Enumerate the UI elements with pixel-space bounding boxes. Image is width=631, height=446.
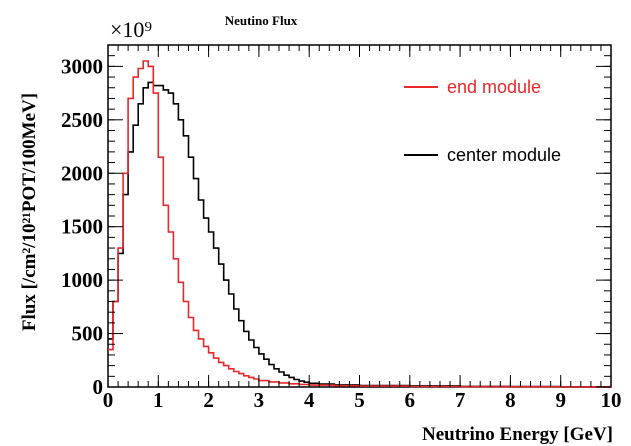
y-tick-label: 3000 — [61, 54, 103, 78]
y-tick-label: 500 — [72, 322, 104, 346]
y-tick-label: 2500 — [61, 108, 103, 132]
x-tick-label: 2 — [203, 388, 214, 412]
x-tick-label: 10 — [601, 388, 622, 412]
x-tick-label: 9 — [555, 388, 566, 412]
x-tick-label: 3 — [254, 388, 265, 412]
plot-title: Neutino Flux — [225, 13, 298, 28]
x-tick-label: 4 — [304, 388, 315, 412]
x-tick-label: 7 — [455, 388, 466, 412]
x-tick-label: 5 — [354, 388, 365, 412]
series-line-center-module — [108, 81, 611, 388]
x-axis-title: Neutrino Energy [GeV] — [422, 424, 613, 445]
legend-label-end-module: end module — [447, 77, 541, 97]
x-tick-label: 0 — [103, 388, 114, 412]
y-axis-title: Flux [/cm²/10²¹POT/100MeV] — [19, 93, 40, 331]
y-tick-label: 2000 — [61, 161, 103, 185]
y-tick-label: 1500 — [61, 215, 103, 239]
legend: end module center module — [404, 77, 561, 165]
y-tick-label: 1000 — [61, 268, 103, 292]
x-tick-label: 8 — [505, 388, 516, 412]
y-tick-label: 0 — [93, 375, 104, 399]
y-axis-title-group: Flux [/cm²/10²¹POT/100MeV] — [19, 93, 40, 331]
series-line-end-module — [108, 60, 611, 388]
y-scale-factor: ×10⁹ — [110, 17, 152, 42]
x-tick-label: 6 — [405, 388, 416, 412]
legend-label-center-module: center module — [447, 145, 561, 165]
x-tick-label: 1 — [153, 388, 164, 412]
